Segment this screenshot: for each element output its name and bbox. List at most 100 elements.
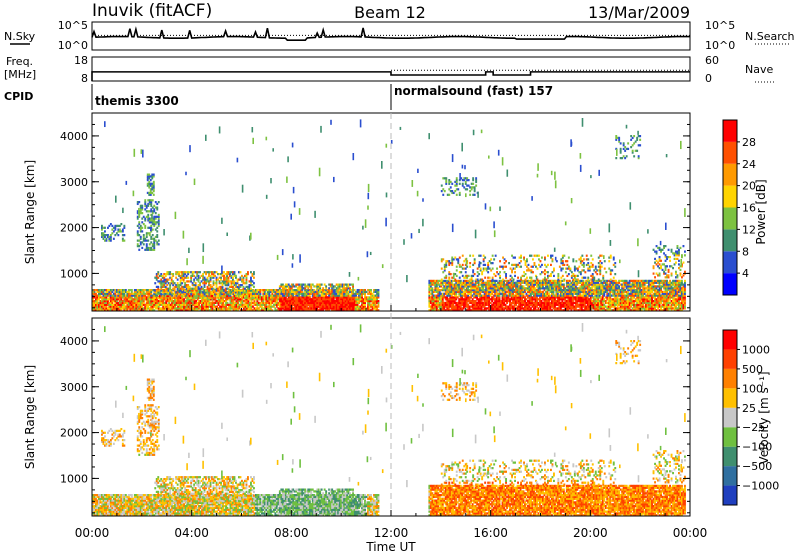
heatmap-cell — [215, 284, 218, 287]
heatmap-cell — [129, 296, 132, 299]
heatmap-cell — [141, 305, 144, 308]
heatmap-cell — [359, 298, 362, 301]
heatmap-cell — [209, 278, 212, 281]
heatmap-cell — [165, 303, 168, 306]
heatmap-cell — [180, 301, 183, 305]
heatmap-cell — [322, 287, 325, 290]
heatmap-cell — [325, 307, 328, 310]
heatmap-cell — [104, 300, 106, 303]
heatmap-cell — [308, 294, 311, 297]
heatmap-cell — [184, 296, 187, 299]
heatmap-cell — [362, 289, 365, 292]
heatmap-cell — [214, 309, 217, 312]
heatmap-cell — [123, 290, 126, 294]
heatmap-cell — [361, 292, 363, 295]
heatmap-cell — [139, 307, 142, 310]
heatmap-cell — [198, 290, 200, 294]
heatmap-cell — [141, 292, 144, 295]
heatmap-cell — [256, 292, 259, 295]
heatmap-cell — [141, 300, 144, 303]
heatmap-cell — [277, 294, 280, 297]
heatmap-cell — [274, 296, 277, 299]
heatmap-cell — [205, 305, 208, 308]
heatmap-cell — [353, 298, 356, 301]
heatmap-cell — [314, 303, 317, 306]
heatmap-cell — [268, 298, 271, 301]
heatmap-cell — [136, 292, 139, 295]
heatmap-cell — [244, 303, 247, 306]
heatmap-cell — [265, 289, 268, 292]
heatmap-cell — [162, 298, 165, 301]
heatmap-cell — [135, 289, 138, 292]
heatmap-cell — [287, 292, 290, 295]
heatmap-cell — [192, 298, 195, 301]
heatmap-cell — [362, 298, 365, 301]
heatmap-cell — [289, 292, 292, 295]
heatmap-cell — [139, 292, 142, 295]
heatmap-cell — [214, 294, 217, 297]
heatmap-cell — [277, 292, 280, 295]
heatmap-cell — [192, 307, 195, 310]
heatmap-cell — [278, 292, 281, 295]
heatmap-cell — [154, 282, 157, 285]
heatmap-cell — [95, 294, 97, 297]
heatmap-cell — [335, 305, 338, 308]
heatmap-cell — [157, 289, 160, 292]
heatmap-cell — [127, 292, 130, 295]
heatmap-cell — [495, 279, 498, 283]
heatmap-cell — [151, 296, 154, 299]
heatmap-cell — [208, 290, 211, 294]
heatmap-cell — [246, 300, 248, 303]
heatmap-cell — [301, 296, 304, 299]
heatmap-cell — [135, 300, 138, 303]
heatmap-cell — [350, 305, 353, 308]
heatmap-cell — [355, 290, 357, 294]
heatmap-cell — [148, 309, 151, 312]
heatmap-cell — [250, 271, 252, 274]
heatmap-cell — [274, 309, 277, 312]
heatmap-cell — [92, 301, 94, 305]
heatmap-cell — [98, 303, 100, 306]
heatmap-cell — [130, 309, 133, 312]
heatmap-cell — [249, 303, 251, 306]
heatmap-cell — [148, 292, 151, 295]
heatmap-cell — [95, 300, 97, 303]
heatmap-cell — [118, 289, 121, 292]
heatmap-cell — [271, 301, 274, 305]
heatmap-cell — [314, 305, 317, 308]
heatmap-cell — [352, 294, 354, 297]
heatmap-cell — [96, 289, 99, 292]
heatmap-cell — [186, 298, 189, 301]
heatmap-cell — [252, 289, 254, 292]
heatmap-cell — [114, 303, 117, 306]
heatmap-cell — [204, 298, 206, 301]
heatmap-cell — [115, 298, 118, 301]
heatmap-cell — [98, 294, 100, 297]
heatmap-cell — [178, 290, 181, 294]
heatmap-cell — [168, 301, 171, 305]
heatmap-cell — [129, 305, 132, 308]
heatmap-cell — [154, 294, 157, 297]
heatmap-cell — [201, 301, 203, 305]
heatmap-cell — [257, 309, 260, 312]
heatmap-cell — [216, 305, 218, 308]
heatmap-cell — [181, 291, 184, 294]
heatmap-cell — [225, 298, 227, 301]
heatmap-cell — [268, 301, 271, 305]
heatmap-cell — [147, 290, 150, 294]
heatmap-cell — [211, 301, 214, 305]
heatmap-cell — [286, 300, 289, 303]
heatmap-cell — [157, 300, 160, 303]
heatmap-cell — [340, 292, 343, 295]
heatmap-cell — [237, 309, 239, 312]
heatmap-cell — [183, 309, 186, 312]
heatmap-cell — [114, 294, 117, 297]
heatmap-cell — [109, 307, 112, 310]
heatmap-cell — [165, 292, 168, 295]
heatmap-cell — [99, 290, 102, 294]
heatmap-cell — [301, 309, 304, 312]
heatmap-cell — [123, 300, 126, 303]
heatmap-cell — [295, 292, 298, 295]
heatmap-cell — [260, 296, 263, 299]
heatmap-cell — [174, 305, 177, 308]
